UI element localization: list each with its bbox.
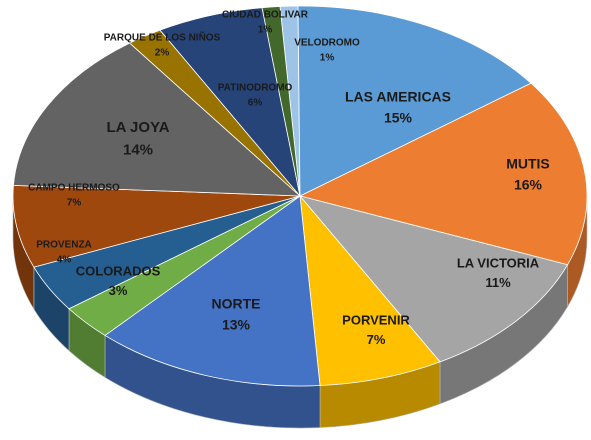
- slice-label: VELODROMO: [294, 38, 360, 49]
- slice: [13, 42, 302, 197]
- slice-label: COLORADOS: [76, 263, 161, 278]
- slice-label: LAS AMERICAS: [345, 89, 451, 105]
- slice-label: PARQUE DE LOS NIÑOS: [104, 31, 221, 44]
- slice: [104, 195, 321, 387]
- slice-label: LA JOYA: [106, 119, 169, 136]
- slice-value-label: 6%: [248, 98, 263, 109]
- slice: [297, 5, 532, 197]
- slice-value-label: 4%: [57, 255, 72, 266]
- slice: [299, 194, 441, 386]
- slice-label: PORVENIR: [342, 312, 410, 327]
- slice-value-label: 16%: [514, 177, 543, 193]
- slice-value-label: 1%: [258, 25, 273, 36]
- slice-value-label: 13%: [222, 317, 251, 333]
- slice-label: CAMPO HERMOSO: [28, 183, 120, 194]
- slice: [261, 6, 301, 197]
- slice-label: PATINODROMO: [218, 83, 293, 94]
- slice-value-label: 15%: [384, 110, 413, 126]
- slice: [298, 82, 588, 266]
- slice-label: LA VICTORIA: [457, 255, 540, 270]
- slice-value-label: 11%: [485, 275, 511, 290]
- slice-label: CIUDAD BOLIVAR: [222, 10, 309, 21]
- slice-label: NORTE: [212, 296, 261, 312]
- slice: [12, 184, 301, 268]
- slice-value-label: 1%: [320, 53, 335, 64]
- slice: [298, 195, 569, 363]
- slice-value-label: 14%: [123, 141, 153, 158]
- slice-value-label: 2%: [155, 48, 170, 59]
- slice-value-label: 7%: [67, 198, 82, 209]
- slice-label: PROVENZA: [36, 240, 92, 251]
- slice-value-label: 7%: [367, 332, 386, 347]
- slice-label: MUTIS: [506, 156, 550, 172]
- slice-value-label: 3%: [109, 283, 128, 298]
